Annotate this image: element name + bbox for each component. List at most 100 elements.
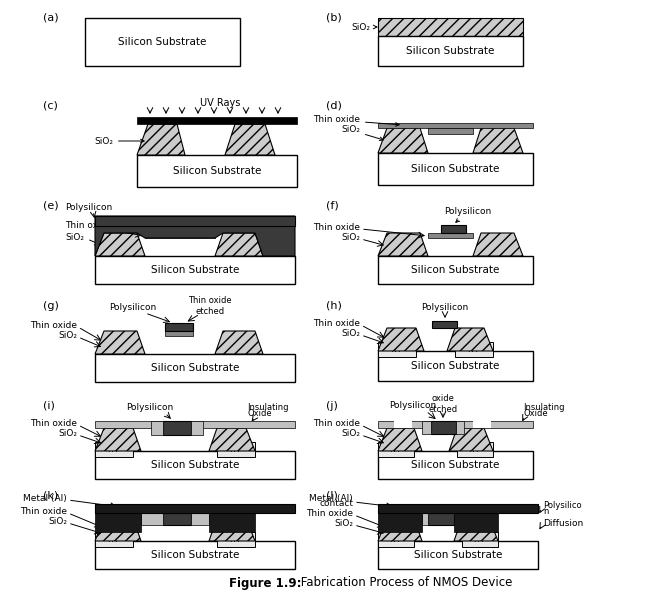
Bar <box>378 421 533 428</box>
Text: n+: n+ <box>389 446 402 454</box>
Bar <box>141 513 163 525</box>
Text: (k): (k) <box>43 491 58 501</box>
Text: Thin oxide: Thin oxide <box>30 322 77 331</box>
Text: n+: n+ <box>468 446 482 454</box>
Bar <box>165 331 193 336</box>
Text: Thin oxide: Thin oxide <box>313 222 360 231</box>
Text: n+: n+ <box>107 535 120 545</box>
Polygon shape <box>215 233 263 256</box>
Bar <box>455 342 493 357</box>
Text: (j): (j) <box>326 401 338 411</box>
Bar <box>454 513 460 525</box>
Polygon shape <box>473 128 523 153</box>
Polygon shape <box>378 128 428 153</box>
Bar <box>137 117 297 124</box>
Bar <box>378 451 533 479</box>
Text: SiO₂: SiO₂ <box>58 429 77 438</box>
Text: Silicon Substrate: Silicon Substrate <box>411 164 499 174</box>
Text: Figure 1.9:: Figure 1.9: <box>229 576 301 590</box>
Text: Thin oxide: Thin oxide <box>313 115 399 126</box>
Bar <box>151 421 163 435</box>
Text: Polysilicon: Polysilicon <box>389 401 437 410</box>
Text: Thin oxide: Thin oxide <box>65 221 112 230</box>
Text: Thin oxide: Thin oxide <box>306 509 353 518</box>
Bar <box>422 421 431 434</box>
Bar <box>378 153 533 185</box>
Text: (c): (c) <box>43 100 58 110</box>
Bar <box>95 504 295 513</box>
Text: Silicon Substrate: Silicon Substrate <box>411 361 499 371</box>
Polygon shape <box>137 124 185 155</box>
Polygon shape <box>378 233 428 256</box>
Bar <box>95 513 141 532</box>
Text: SiO₂: SiO₂ <box>58 331 77 340</box>
Bar <box>428 128 473 134</box>
Polygon shape <box>209 428 255 451</box>
Bar <box>95 354 295 382</box>
Bar <box>432 321 457 328</box>
Bar <box>378 541 538 569</box>
Text: Thin oxide
etched: Thin oxide etched <box>188 296 232 316</box>
Bar <box>217 532 255 547</box>
Text: n+: n+ <box>467 346 480 355</box>
Polygon shape <box>447 328 493 351</box>
Text: (h): (h) <box>326 301 342 311</box>
Text: Diffusion: Diffusion <box>543 520 583 529</box>
Text: Thin oxide: Thin oxide <box>313 319 360 328</box>
Bar <box>441 225 466 233</box>
Text: Silicon Substrate: Silicon Substrate <box>118 37 206 47</box>
Text: Metal (Al): Metal (Al) <box>309 493 353 502</box>
Polygon shape <box>95 216 295 256</box>
Bar <box>454 513 498 532</box>
Text: Thin oxide: Thin oxide <box>20 508 67 517</box>
Text: SiO₂: SiO₂ <box>341 329 360 338</box>
Text: Oxide: Oxide <box>247 410 271 419</box>
Bar <box>378 342 416 357</box>
Polygon shape <box>473 233 523 256</box>
Text: SiO₂: SiO₂ <box>334 520 353 529</box>
Text: (i): (i) <box>43 401 55 411</box>
Bar <box>163 421 191 435</box>
Text: (e): (e) <box>43 201 59 211</box>
Text: Metal (Al): Metal (Al) <box>23 493 67 502</box>
Text: Polysilico: Polysilico <box>543 502 581 511</box>
Text: SiO₂: SiO₂ <box>341 429 360 438</box>
Text: n+: n+ <box>229 535 243 545</box>
Bar <box>95 451 295 479</box>
Text: SiO₂: SiO₂ <box>351 23 377 32</box>
Bar <box>95 256 295 284</box>
Text: n+: n+ <box>107 446 120 454</box>
Bar <box>95 421 295 428</box>
Text: Silicon Substrate: Silicon Substrate <box>406 46 494 56</box>
Bar <box>473 421 491 428</box>
Text: (a): (a) <box>43 13 59 23</box>
Bar <box>95 541 295 569</box>
Bar <box>378 36 523 66</box>
Bar <box>462 532 498 547</box>
Text: Polysilicon: Polysilicon <box>109 304 157 313</box>
Bar <box>378 442 414 457</box>
Text: Silicon Substrate: Silicon Substrate <box>414 550 502 560</box>
Text: (d): (d) <box>326 100 342 110</box>
Bar <box>378 18 523 36</box>
Polygon shape <box>378 428 422 451</box>
Text: Oxide: Oxide <box>523 410 547 419</box>
Text: Thin oxide: Thin oxide <box>30 420 77 429</box>
Text: Insulating: Insulating <box>247 404 288 413</box>
Text: Silicon Substrate: Silicon Substrate <box>411 460 499 470</box>
Bar <box>191 421 203 435</box>
Text: Silicon Substrate: Silicon Substrate <box>173 166 261 176</box>
Text: Silicon Substrate: Silicon Substrate <box>151 363 239 373</box>
Text: (g): (g) <box>43 301 59 311</box>
Bar <box>163 513 191 525</box>
Bar <box>95 532 133 547</box>
Polygon shape <box>95 428 141 451</box>
Bar <box>95 442 133 457</box>
Bar <box>95 216 295 226</box>
Polygon shape <box>378 328 424 351</box>
Text: contact: contact <box>319 499 353 508</box>
Bar <box>191 513 209 525</box>
Bar <box>457 442 493 457</box>
Text: Silicon Substrate: Silicon Substrate <box>411 265 499 275</box>
Text: (l): (l) <box>326 491 338 501</box>
